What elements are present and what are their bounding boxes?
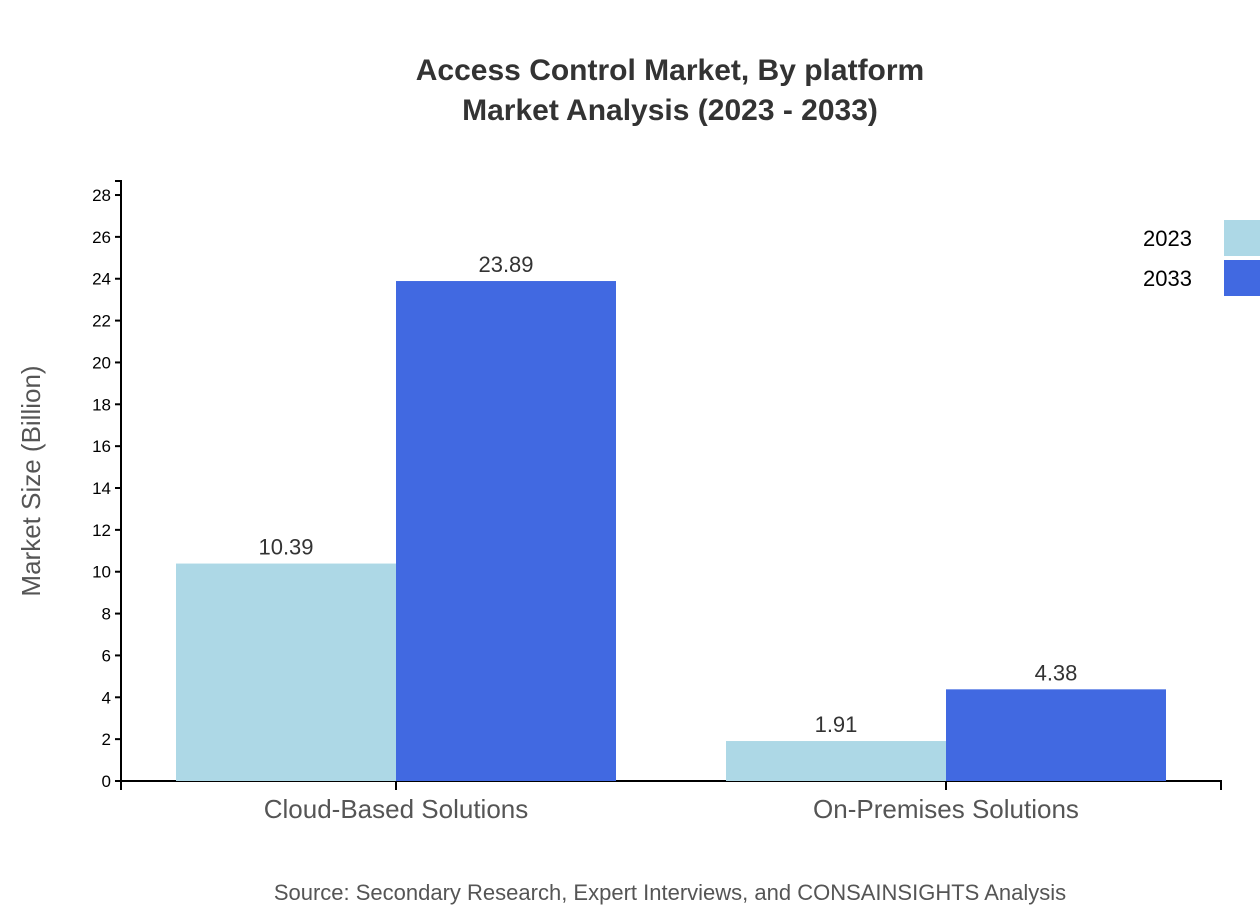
- y-tick-label: 20: [92, 353, 111, 372]
- legend-swatch: [1224, 220, 1260, 256]
- y-tick-label: 0: [102, 772, 111, 791]
- legend-label: 2023: [1143, 226, 1192, 251]
- y-tick-label: 12: [92, 521, 111, 540]
- y-tick-label: 18: [92, 395, 111, 414]
- data-label: 23.89: [478, 252, 533, 277]
- y-tick-label: 16: [92, 437, 111, 456]
- bars: 10.39 23.89 1.91 4.38: [176, 252, 1166, 781]
- y-tick-label: 2: [102, 730, 111, 749]
- x-tick-label: Cloud-Based Solutions: [264, 794, 529, 824]
- bar: [726, 741, 946, 781]
- y-tick-label: 14: [92, 479, 111, 498]
- y-tick-label: 22: [92, 312, 111, 331]
- data-label: 1.91: [815, 712, 858, 737]
- data-label: 10.39: [258, 535, 313, 560]
- y-tick-label: 8: [102, 605, 111, 624]
- chart-title: Access Control Market, By platform: [416, 54, 924, 87]
- source-note: Source: Secondary Research, Expert Inter…: [274, 880, 1066, 905]
- x-axis: Cloud-Based Solutions On-Premises Solutio…: [120, 780, 1222, 824]
- y-tick-label: 6: [102, 646, 111, 665]
- x-axis-line: [120, 780, 1222, 790]
- bar: [946, 689, 1166, 781]
- y-axis-line: [115, 180, 122, 782]
- legend-swatch: [1224, 260, 1260, 296]
- legend-label: 2033: [1143, 266, 1192, 291]
- chart-subtitle: Market Analysis (2023 - 2033): [462, 94, 878, 127]
- x-tick-label: On-Premises Solutions: [813, 794, 1079, 824]
- y-tick-label: 28: [92, 186, 111, 205]
- y-tick-label: 10: [92, 563, 111, 582]
- bar: [176, 563, 396, 781]
- y-axis-label: Market Size (Billion): [16, 365, 46, 596]
- y-tick-label: 26: [92, 228, 111, 247]
- bar: [396, 281, 616, 781]
- y-tick-label: 24: [92, 270, 111, 289]
- y-tick-label: 4: [102, 688, 111, 707]
- data-label: 4.38: [1035, 660, 1078, 685]
- legend: 2023 2033: [1143, 220, 1260, 296]
